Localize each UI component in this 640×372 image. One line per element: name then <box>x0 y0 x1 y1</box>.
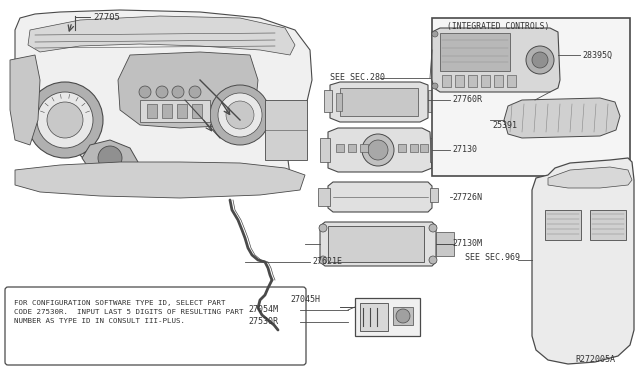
Polygon shape <box>320 222 436 266</box>
Text: 27726N: 27726N <box>452 192 482 202</box>
Text: 27045H: 27045H <box>290 295 320 305</box>
Text: 25391: 25391 <box>492 121 517 129</box>
Bar <box>318 188 330 206</box>
Polygon shape <box>10 55 40 145</box>
Polygon shape <box>328 128 432 172</box>
Bar <box>455 75 464 87</box>
Circle shape <box>210 85 270 145</box>
Polygon shape <box>328 182 432 212</box>
Text: 27130M: 27130M <box>452 240 482 248</box>
Circle shape <box>37 92 93 148</box>
Bar <box>328 226 424 262</box>
Bar <box>590 210 626 240</box>
Bar <box>348 144 356 152</box>
Circle shape <box>532 52 548 68</box>
Bar <box>428 90 436 112</box>
Circle shape <box>27 82 103 158</box>
Circle shape <box>396 309 410 323</box>
Circle shape <box>226 101 254 129</box>
Bar <box>507 75 516 87</box>
Text: (INTEGRATED CONTROLS): (INTEGRATED CONTROLS) <box>447 22 549 31</box>
Circle shape <box>139 86 151 98</box>
Bar <box>481 75 490 87</box>
Polygon shape <box>15 162 305 198</box>
Bar <box>494 75 503 87</box>
Polygon shape <box>504 98 620 138</box>
Polygon shape <box>432 28 560 92</box>
Polygon shape <box>118 52 258 128</box>
Circle shape <box>218 93 262 137</box>
Circle shape <box>172 86 184 98</box>
Bar <box>430 138 440 162</box>
Text: 28395Q: 28395Q <box>582 51 612 60</box>
Circle shape <box>47 102 83 138</box>
Circle shape <box>98 146 122 170</box>
Bar <box>436 232 454 256</box>
Text: 27130: 27130 <box>452 145 477 154</box>
Bar <box>442 75 451 87</box>
Circle shape <box>189 86 201 98</box>
Bar <box>162 104 172 118</box>
Polygon shape <box>82 140 138 178</box>
Circle shape <box>319 224 327 232</box>
Text: 27530R: 27530R <box>248 317 278 327</box>
Text: SEE SEC.969: SEE SEC.969 <box>465 253 520 263</box>
Circle shape <box>286 333 298 345</box>
FancyBboxPatch shape <box>5 287 306 365</box>
Circle shape <box>432 31 438 37</box>
Circle shape <box>429 224 437 232</box>
Circle shape <box>156 86 168 98</box>
Bar <box>177 104 187 118</box>
Circle shape <box>362 134 394 166</box>
Bar <box>430 188 438 202</box>
Bar <box>468 75 477 87</box>
Polygon shape <box>548 167 632 188</box>
Text: SEE SEC.280: SEE SEC.280 <box>330 74 385 83</box>
Polygon shape <box>532 158 634 364</box>
Bar <box>360 303 388 331</box>
Circle shape <box>272 333 284 345</box>
Text: 27621E: 27621E <box>312 257 342 266</box>
Bar <box>270 330 300 348</box>
Bar <box>320 138 330 162</box>
Bar <box>545 210 581 240</box>
Text: 27054M: 27054M <box>248 305 278 314</box>
Bar <box>336 93 342 111</box>
Text: R272005A: R272005A <box>575 356 615 365</box>
Bar <box>393 307 413 325</box>
Bar <box>410 144 418 152</box>
Circle shape <box>432 83 438 89</box>
Bar <box>360 144 368 152</box>
Polygon shape <box>15 10 312 192</box>
Circle shape <box>368 140 388 160</box>
Bar <box>432 18 630 176</box>
Bar <box>265 100 307 160</box>
Text: FOR CONFIGURATION SOFTWARE TYPE ID, SELECT PART
CODE 27530R.  INPUT LAST 5 DIGIT: FOR CONFIGURATION SOFTWARE TYPE ID, SELE… <box>14 300 243 324</box>
Bar <box>340 88 418 116</box>
Circle shape <box>526 46 554 74</box>
Bar <box>420 144 428 152</box>
Circle shape <box>429 256 437 264</box>
Circle shape <box>319 256 327 264</box>
Bar <box>336 144 344 152</box>
Polygon shape <box>28 16 295 55</box>
Bar <box>440 33 510 71</box>
Bar <box>147 104 157 118</box>
Text: 27760R: 27760R <box>452 96 482 105</box>
Bar <box>355 298 420 336</box>
Bar <box>140 100 210 122</box>
Bar <box>192 104 202 118</box>
Bar <box>398 144 406 152</box>
Polygon shape <box>330 82 428 122</box>
Text: 27705: 27705 <box>93 13 120 22</box>
Bar <box>324 90 332 112</box>
